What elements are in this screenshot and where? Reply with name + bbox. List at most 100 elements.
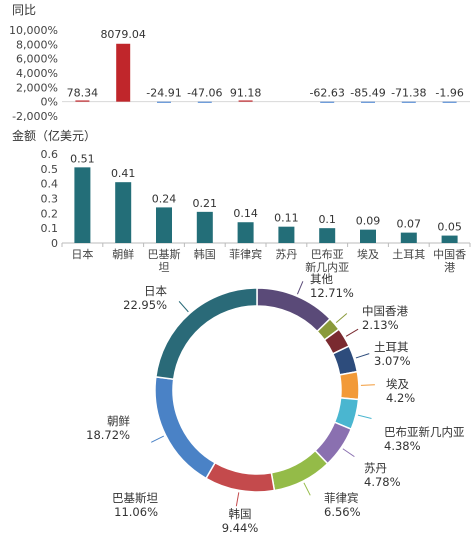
amount-bar xyxy=(400,232,417,243)
donut-leader-line xyxy=(151,435,164,443)
donut-leader-line xyxy=(303,482,311,496)
yoy-tick-label: 4,000% xyxy=(16,67,58,80)
donut-leader-line xyxy=(178,301,189,313)
donut-leader-line xyxy=(345,328,359,337)
amount-bar xyxy=(278,226,295,243)
yoy-bar xyxy=(157,101,171,103)
amount-data-label: 0.07 xyxy=(397,218,422,231)
amount-bar xyxy=(441,235,458,243)
donut-slice-percent: 2.13% xyxy=(362,318,399,332)
donut-slice-percent: 22.95% xyxy=(123,298,167,312)
yoy-tick-label: 2,000% xyxy=(16,81,58,94)
donut-leader-line xyxy=(335,313,348,323)
amount-category-label: 苏丹 xyxy=(275,248,297,261)
amount-bar xyxy=(360,229,376,243)
donut-leader-line xyxy=(355,353,370,359)
yoy-bar xyxy=(320,101,335,103)
yoy-data-label: -47.06 xyxy=(187,87,222,100)
amount-data-label: 0.41 xyxy=(111,167,136,180)
yoy-data-label: 78.34 xyxy=(67,87,99,100)
amount-bar xyxy=(319,228,336,243)
amount-tick-label: 0.6 xyxy=(41,148,59,161)
share-donut-chart: 其他12.71%中国香港2.13%土耳其3.07%埃及4.2%巴布亚新几内亚4.… xyxy=(86,272,464,535)
yoy-bar xyxy=(361,101,375,103)
amount-category-label: 埃及 xyxy=(357,247,379,261)
amount-bar xyxy=(237,222,254,243)
donut-slice-percent: 6.56% xyxy=(324,505,361,519)
donut-slice-name: 日本 xyxy=(144,284,167,298)
donut-slice-name: 埃及 xyxy=(386,377,409,391)
donut-slice-name: 苏丹 xyxy=(364,461,387,475)
amount-category-label: 巴基斯坦 xyxy=(148,248,181,274)
yoy-chart: 10,000%8,000% 6,000%4,000%2,000% 0%-2,000%… xyxy=(9,24,470,123)
amount-category-label: 菲律宾 xyxy=(229,247,262,261)
yoy-data-label: -1.96 xyxy=(435,87,463,100)
amount-bar xyxy=(196,211,213,243)
donut-slice-percent: 11.06% xyxy=(114,505,158,519)
donut-slice-name: 其他 xyxy=(310,272,333,286)
donut-slice-percent: 4.2% xyxy=(386,391,415,405)
donut-slice-name: 巴布亚新几内亚 xyxy=(384,425,465,439)
yoy-bar xyxy=(401,101,416,103)
donut-slice-name: 土耳其 xyxy=(374,340,409,354)
yoy-tick-label: 0% xyxy=(41,96,58,109)
amount-tick-label: 0.5 xyxy=(41,163,59,176)
yoy-data-label: -85.49 xyxy=(350,87,385,100)
yoy-data-label: 8079.04 xyxy=(100,28,146,41)
amount-category-label: 巴布亚新几内亚 xyxy=(305,248,349,274)
amount-tick-label: 0.1 xyxy=(41,222,59,235)
amount-category-label: 韩国 xyxy=(194,247,216,261)
donut-slice xyxy=(204,461,276,493)
amount-data-label: 0.24 xyxy=(152,192,177,205)
donut-slice-name: 中国香港 xyxy=(362,304,408,318)
amount-tick-label: 0 xyxy=(51,237,58,250)
donut-slice-name: 韩国 xyxy=(229,507,252,521)
amount-bar xyxy=(115,182,132,243)
amount-chart: 0.6 0.5 0.4 0.30.2 0.1 0 0.51 0.41 0.24 0.21 0.14 0… xyxy=(41,148,471,274)
donut-leader-line xyxy=(342,448,355,458)
amount-tick-label: 0.3 xyxy=(41,193,59,206)
yoy-data-label: -62.63 xyxy=(309,87,344,100)
amount-data-label: 0.11 xyxy=(274,212,299,225)
amount-data-label: 0.1 xyxy=(318,213,336,226)
donut-slice xyxy=(154,376,217,480)
yoy-tick-label: -2,000% xyxy=(12,110,58,123)
amount-data-label: 0.05 xyxy=(437,221,462,234)
amount-data-label: 0.21 xyxy=(193,197,218,210)
yoy-bar xyxy=(442,101,457,103)
donut-slice xyxy=(270,449,329,492)
amount-axis-title: 金额（亿美元） xyxy=(12,128,96,143)
yoy-data-label: 91.18 xyxy=(230,87,262,100)
amount-tick-label: 0.2 xyxy=(41,207,59,220)
yoy-bar xyxy=(75,100,90,102)
yoy-tick-label: 6,000% xyxy=(16,53,58,66)
amount-category-label: 日本 xyxy=(71,247,93,261)
amount-data-label: 0.14 xyxy=(233,207,258,220)
yoy-bar xyxy=(238,100,253,102)
donut-leader-line xyxy=(357,414,372,419)
donut-slice-percent: 18.72% xyxy=(86,428,130,442)
amount-category-label: 朝鲜 xyxy=(112,247,134,261)
donut-slice-name: 巴基斯坦 xyxy=(112,491,158,505)
amount-category-label: 土耳其 xyxy=(392,248,425,261)
amount-data-label: 0.51 xyxy=(70,152,95,165)
donut-slice xyxy=(338,370,360,401)
donut-slice-percent: 3.07% xyxy=(374,354,411,368)
donut-leader-line xyxy=(360,384,375,386)
donut-slice-name: 菲律宾 xyxy=(324,491,359,505)
donut-slice-percent: 4.38% xyxy=(384,439,421,453)
yoy-tick-label: 10,000% xyxy=(9,24,58,37)
donut-leader-line xyxy=(235,492,240,507)
donut-slice-percent: 4.78% xyxy=(364,475,401,489)
donut-slice-percent: 12.71% xyxy=(310,286,354,300)
yoy-axis-title: 同比 xyxy=(12,3,36,17)
donut-slice-name: 朝鲜 xyxy=(107,414,130,428)
yoy-bar xyxy=(197,101,212,103)
yoy-bar xyxy=(116,43,131,102)
donut-slice-percent: 9.44% xyxy=(222,521,259,535)
amount-bar xyxy=(156,207,172,243)
yoy-data-label: -24.91 xyxy=(146,87,181,100)
donut-slice xyxy=(155,287,258,381)
amount-tick-label: 0.4 xyxy=(41,178,59,191)
